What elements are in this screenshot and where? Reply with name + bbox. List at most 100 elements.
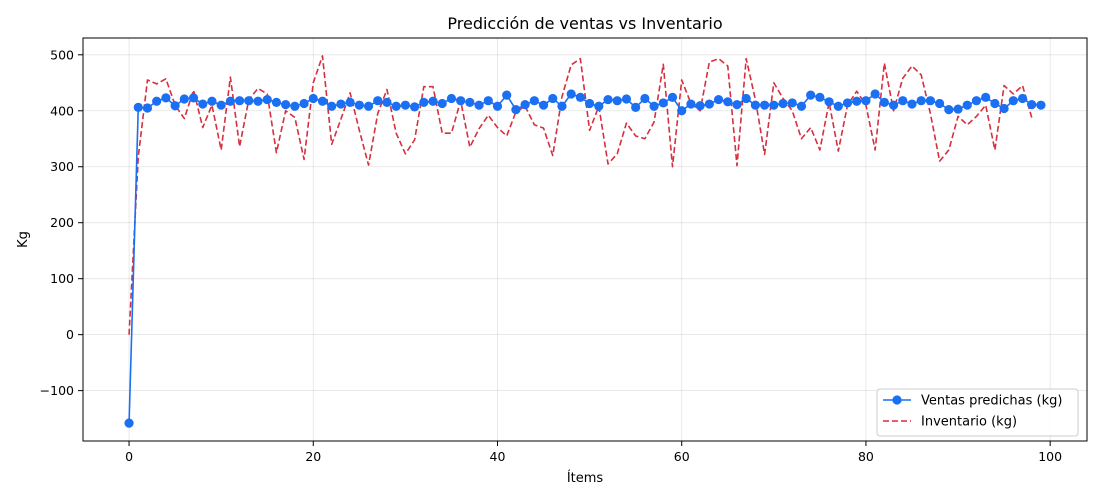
sales-point — [916, 96, 926, 106]
sales-point — [640, 93, 650, 104]
sales-point — [833, 101, 843, 111]
sales-point — [953, 104, 963, 114]
sales-point — [474, 100, 484, 110]
sales-point — [225, 96, 235, 106]
x-tick-label: 80 — [858, 449, 874, 464]
sales-point — [667, 92, 678, 102]
sales-point — [207, 96, 217, 106]
sales-point — [695, 101, 705, 111]
legend-label: Ventas predichas (kg) — [921, 394, 1062, 409]
y-tick-label: 500 — [50, 47, 74, 62]
sales-point — [1036, 100, 1046, 110]
sales-point — [723, 97, 733, 107]
sales-point — [354, 100, 364, 110]
sales-point — [935, 98, 945, 109]
x-tick-label: 60 — [674, 449, 690, 464]
sales-point — [529, 96, 539, 106]
inventory-line — [128, 55, 1033, 335]
sales-point — [806, 90, 816, 100]
sales-point — [603, 94, 613, 105]
x-tick-label: 20 — [305, 449, 321, 464]
y-axis: −100 0 100 200 300 400 500 — [40, 47, 83, 398]
sales-point — [888, 100, 899, 110]
sales-point — [400, 100, 410, 110]
sales-point — [538, 100, 549, 110]
sales-point — [585, 98, 595, 109]
plot-frame — [82, 37, 1088, 442]
series-layer — [124, 55, 1046, 428]
sales-point — [548, 93, 558, 104]
sales-point — [750, 100, 761, 110]
chart-title: Predicción de ventas vs Inventario — [447, 14, 722, 33]
sales-point — [465, 97, 475, 107]
sales-point — [898, 96, 908, 106]
sales-point — [502, 90, 512, 100]
y-tick-label: 0 — [66, 327, 74, 342]
sales-point — [124, 418, 134, 428]
sales-point — [336, 99, 346, 109]
sales-point — [290, 101, 300, 111]
sales-point — [741, 93, 751, 104]
sales-point — [621, 94, 632, 104]
sales-point — [815, 92, 825, 102]
sales-point — [612, 96, 622, 106]
sales-point — [861, 96, 871, 106]
sales-point — [363, 101, 374, 111]
sales-point — [198, 99, 208, 109]
sales-point — [677, 106, 687, 116]
sales-point — [990, 98, 1000, 109]
sales-point — [566, 89, 576, 99]
sales-point — [437, 98, 447, 109]
sales-point — [879, 97, 889, 107]
y-axis-label: Kg — [16, 231, 31, 248]
sales-point — [649, 101, 659, 111]
sales-point — [594, 101, 604, 111]
sales-point — [299, 98, 309, 109]
sales-point — [842, 98, 853, 108]
sales-point — [557, 101, 567, 111]
sales-point — [925, 96, 936, 106]
x-axis: 0 20 40 60 80 100 — [125, 441, 1062, 464]
sales-point — [778, 98, 788, 109]
sales-point — [317, 96, 328, 106]
sales-point — [870, 89, 880, 99]
sales-point — [1008, 96, 1018, 106]
sales-point — [944, 105, 954, 115]
sales-point — [161, 93, 171, 103]
sales-point — [216, 100, 226, 110]
sales-point — [308, 93, 318, 104]
sales-point — [133, 102, 143, 113]
x-tick-label: 0 — [125, 449, 133, 464]
legend-swatch-marker — [892, 395, 902, 405]
sales-point — [345, 97, 355, 107]
sales-point — [428, 96, 438, 106]
sales-point — [253, 96, 263, 106]
sales-point — [142, 103, 153, 113]
sales-point — [852, 96, 862, 106]
sales-point — [981, 92, 991, 102]
sales-point — [244, 96, 254, 106]
sales-point — [262, 94, 272, 105]
y-tick-label: 400 — [50, 103, 74, 118]
sales-point — [732, 100, 742, 110]
sales-point — [456, 96, 466, 106]
sales-point — [409, 102, 420, 112]
sales-point — [152, 96, 162, 106]
sales-point — [769, 100, 779, 110]
sales-point — [327, 101, 337, 111]
x-axis-label: Ítems — [567, 470, 604, 486]
sales-point — [971, 96, 982, 106]
sales-point — [391, 101, 401, 111]
y-tick-label: 100 — [50, 271, 74, 286]
sales-point — [631, 102, 641, 113]
x-tick-label: 40 — [490, 449, 506, 464]
sales-point — [520, 100, 530, 110]
sales-point — [1017, 93, 1028, 104]
sales-line — [128, 93, 1041, 424]
y-tick-label: 300 — [50, 159, 74, 174]
sales-point — [179, 94, 189, 104]
sales-point — [658, 98, 668, 108]
sales-point — [281, 100, 291, 110]
sales-point — [575, 92, 585, 102]
sales-point — [787, 98, 797, 108]
